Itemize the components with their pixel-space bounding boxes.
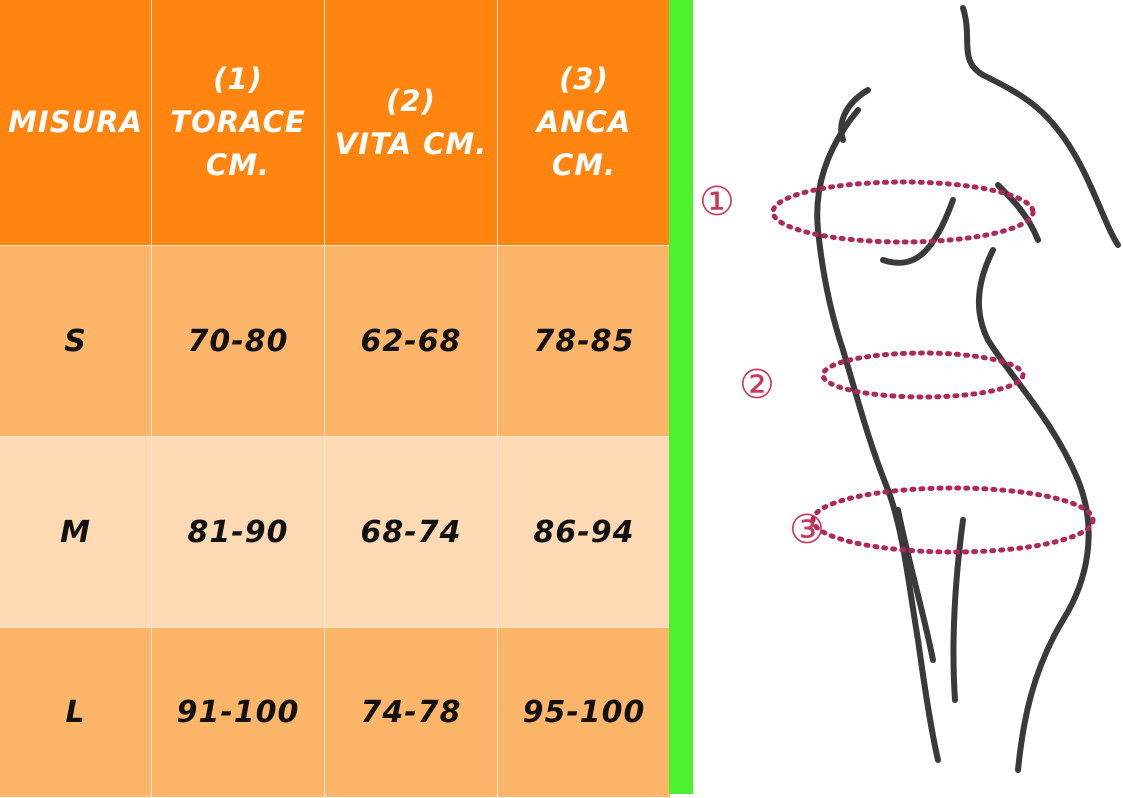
header-hip: (3) ANCA CM.: [498, 0, 670, 245]
waist-measure-line: [820, 350, 1026, 400]
arm-line: [960, 5, 1121, 248]
chest-measure-line: [770, 179, 1036, 245]
row-s-hip: 78-85: [498, 246, 670, 436]
header-chest: (1) TORACE CM.: [152, 0, 324, 245]
row-l-hip: 95-100: [498, 628, 670, 797]
body-measurement-illustration: ① ② ③: [693, 0, 1123, 794]
hip-measure-line: [810, 485, 1096, 555]
row-l-chest: 91-100: [152, 628, 324, 797]
label-2: ②: [739, 362, 775, 408]
size-chart-table: MISURA (1) TORACE CM. (2) VITA CM. (3) A…: [0, 0, 670, 797]
row-s-chest: 70-80: [152, 246, 324, 436]
row-l-size: L: [0, 628, 151, 797]
torso-left-line: [814, 107, 941, 763]
row-l-waist: 74-78: [325, 628, 497, 797]
label-3: ③: [789, 507, 825, 553]
body-silhouette: ① ② ③: [699, 5, 1121, 773]
label-1: ①: [699, 179, 735, 225]
header-size: MISURA: [0, 0, 151, 245]
green-divider: [669, 0, 693, 794]
row-s-size: S: [0, 246, 151, 436]
row-m-waist: 68-74: [325, 437, 497, 627]
torso-right-line: [975, 247, 1092, 773]
row-m-size: M: [0, 437, 151, 627]
row-m-hip: 86-94: [498, 437, 670, 627]
row-s-waist: 62-68: [325, 246, 497, 436]
header-waist: (2) VITA CM.: [325, 0, 497, 245]
row-m-chest: 81-90: [152, 437, 324, 627]
